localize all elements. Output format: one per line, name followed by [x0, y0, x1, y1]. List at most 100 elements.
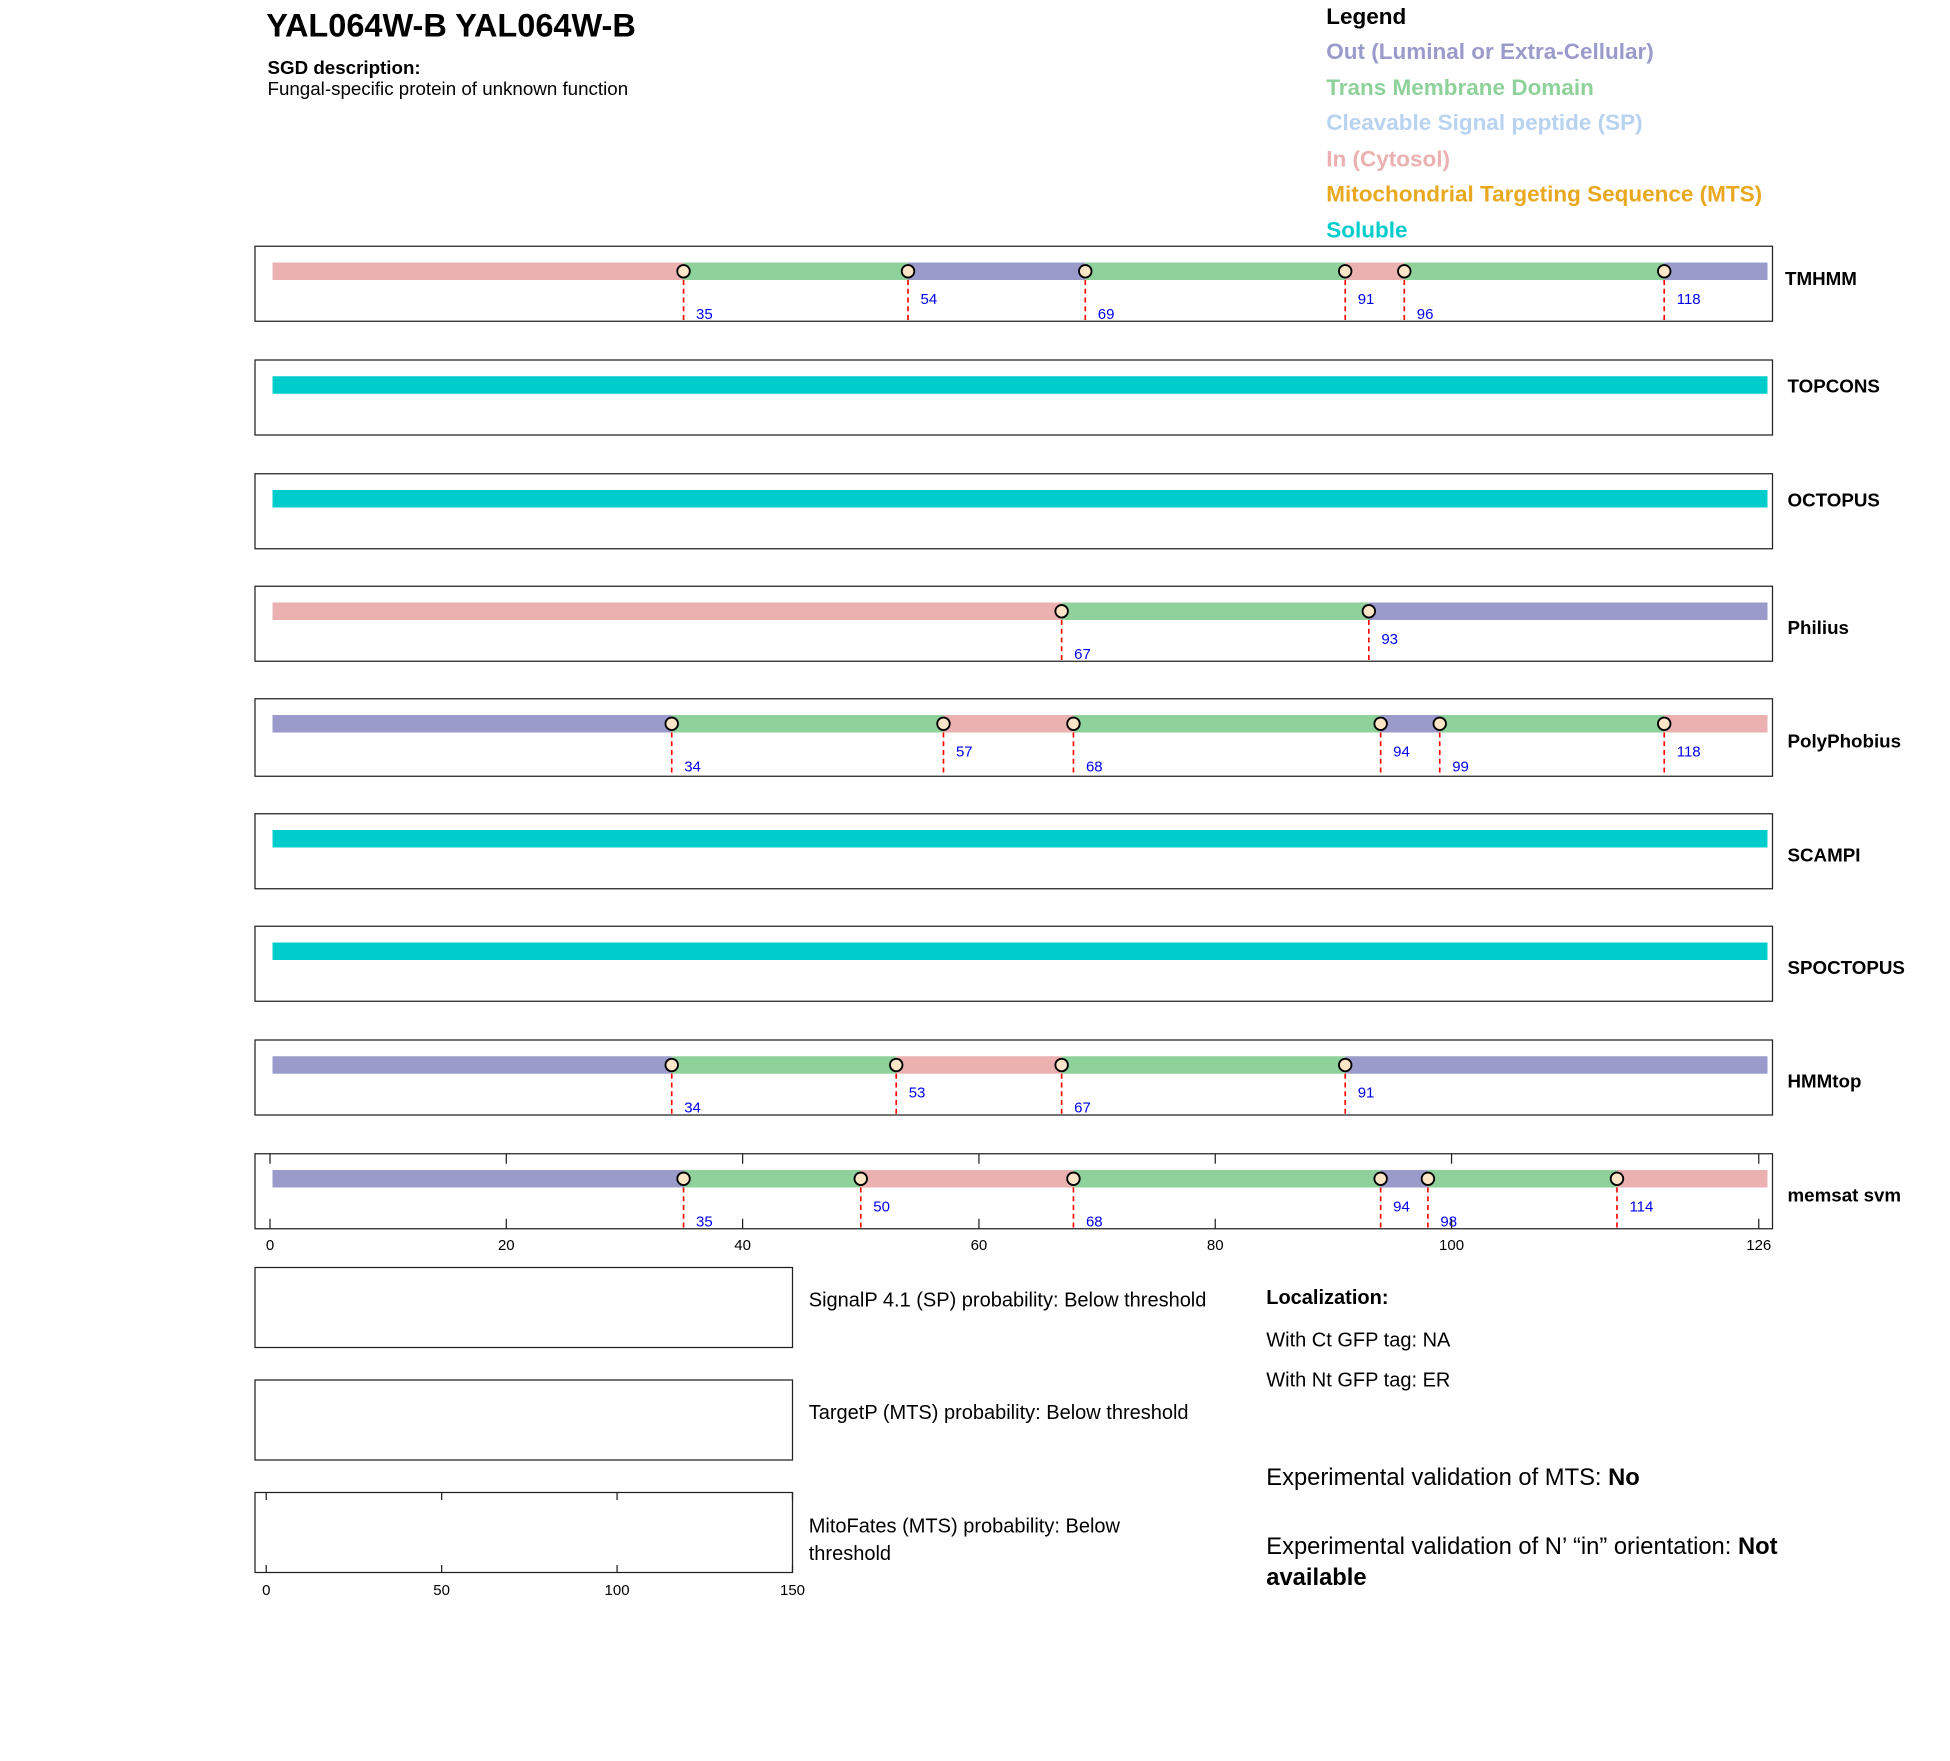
boundary-marker	[1361, 604, 1377, 619]
boundary-label: 91	[1358, 291, 1375, 308]
segment-soluble	[272, 942, 1768, 960]
x-tick-label: 126	[1746, 1236, 1772, 1254]
segment-in	[1345, 262, 1405, 280]
x-tick-label: 0	[262, 1581, 271, 1599]
boundary-label: 98	[1440, 1213, 1457, 1230]
boundary-marker	[1373, 716, 1388, 731]
track-panel	[254, 585, 1774, 662]
track-label: SPOCTOPUS	[1787, 957, 1905, 979]
boundary-marker	[1657, 716, 1672, 731]
boundary-label: 94	[1393, 1198, 1410, 1215]
segment-out	[272, 715, 672, 733]
track-panel	[254, 1039, 1774, 1116]
track-label: memsat svm	[1787, 1185, 1902, 1207]
x-tick-label: 150	[779, 1581, 806, 1599]
segment-tm	[671, 715, 944, 733]
orientation-validation-value: Not available	[1266, 1533, 1778, 1592]
boundary-label: 68	[1086, 758, 1103, 775]
legend-item-soluble: Soluble	[1326, 216, 1408, 242]
legend-item-out: Out (Luminal or Extra-Cellular)	[1326, 38, 1654, 64]
legend-item-sp: Cleavable Signal peptide (SP)	[1326, 110, 1643, 135]
track-label: PolyPhobius	[1787, 731, 1902, 753]
boundary-label: 68	[1086, 1213, 1103, 1230]
x-tick-label: 20	[497, 1236, 515, 1254]
probability-panel	[254, 1491, 794, 1574]
track-label: HMMtop	[1787, 1071, 1862, 1093]
track-panel	[254, 473, 1774, 550]
boundary-marker	[936, 716, 951, 731]
segment-in	[1664, 715, 1768, 733]
track-panel	[254, 1153, 1774, 1230]
x-tick-label: 100	[1439, 1236, 1465, 1254]
boundary-marker	[1420, 1171, 1436, 1186]
track-memsat-svm: 35 50 68 94 98 114	[254, 1153, 1774, 1230]
segment-tm	[1061, 602, 1369, 620]
boundary-marker	[664, 716, 679, 731]
segment-out	[1664, 262, 1768, 280]
boundary-label: 93	[1381, 631, 1398, 648]
track-panel	[254, 813, 1774, 890]
boundary-label: 96	[1417, 306, 1434, 323]
boundary-label: 35	[696, 306, 713, 323]
probability-label: MitoFates (MTS) probability: Below thres…	[808, 1516, 1120, 1565]
x-tick-label: 50	[433, 1581, 451, 1599]
boundary-marker	[1609, 1171, 1625, 1186]
segment-soluble	[272, 376, 1768, 394]
boundary-label: 67	[1074, 1100, 1091, 1117]
segment-out	[1380, 1170, 1428, 1188]
boundary-label: 114	[1629, 1198, 1653, 1215]
boundary-marker	[1078, 264, 1093, 279]
boundary-marker	[1373, 1171, 1388, 1186]
boundary-marker	[889, 1057, 904, 1073]
track-scampi	[254, 813, 1774, 890]
localization-nt: With Nt GFP tag: ER	[1266, 1370, 1451, 1392]
boundary-marker	[1066, 716, 1081, 731]
localization-title: Localization:	[1266, 1287, 1389, 1309]
mts-validation: Experimental validation of MTS: No	[1266, 1465, 1640, 1493]
segment-in	[1616, 1170, 1768, 1188]
segment-out	[272, 1056, 672, 1074]
mts-validation-label: Experimental validation of MTS:	[1266, 1465, 1609, 1492]
track-topcons	[254, 359, 1774, 436]
description-label: SGD description:	[267, 57, 421, 79]
boundary-marker	[664, 1057, 679, 1073]
page-title: YAL064W-B YAL064W-B	[266, 6, 636, 44]
segment-tm	[1404, 262, 1665, 280]
track-tmhmm: 35 54 69 91 96 118	[254, 245, 1774, 323]
track-label: OCTOPUS	[1787, 490, 1880, 512]
boundary-label: 57	[956, 743, 973, 760]
boundary-marker	[900, 264, 916, 279]
description: Fungal-specific protein of unknown funct…	[267, 78, 629, 100]
probability-panel	[254, 1379, 794, 1461]
track-panel	[254, 925, 1774, 1002]
track-panel	[254, 245, 1774, 322]
x-tick-label: 0	[265, 1236, 275, 1254]
boundary-label: 118	[1677, 291, 1701, 308]
localization-ct: With Ct GFP tag: NA	[1266, 1330, 1451, 1352]
track-hmmtop: 34 53 67 91	[254, 1039, 1774, 1117]
boundary-label: 91	[1358, 1085, 1375, 1102]
segment-tm	[1073, 715, 1381, 733]
boundary-label: 35	[696, 1213, 713, 1230]
boundary-label: 69	[1098, 306, 1115, 323]
boundary-label: 67	[1074, 646, 1091, 663]
legend-item-tm: Trans Membrane Domain	[1326, 74, 1594, 100]
boundary-marker	[1657, 264, 1672, 279]
track-panel	[254, 698, 1774, 777]
boundary-label: 50	[873, 1198, 890, 1215]
probability-label: TargetP (MTS) probability: Below thresho…	[808, 1402, 1189, 1424]
segment-out	[1380, 715, 1440, 733]
x-tick-label: 100	[604, 1581, 630, 1599]
track-label: Philius	[1787, 617, 1849, 639]
boundary-marker	[1338, 1057, 1353, 1073]
boundary-label: 118	[1677, 743, 1701, 760]
segment-in	[896, 1056, 1062, 1074]
boundary-label: 99	[1452, 758, 1469, 775]
x-tick-label: 60	[970, 1236, 988, 1254]
segment-tm	[1061, 1056, 1346, 1074]
segment-tm	[1427, 1170, 1617, 1188]
probability-label: SignalP 4.1 (SP) probability: Below thre…	[808, 1290, 1207, 1312]
segment-tm	[683, 262, 909, 280]
boundary-marker	[676, 1171, 691, 1186]
